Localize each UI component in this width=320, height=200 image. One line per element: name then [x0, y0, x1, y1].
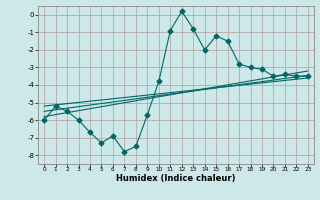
- X-axis label: Humidex (Indice chaleur): Humidex (Indice chaleur): [116, 174, 236, 183]
